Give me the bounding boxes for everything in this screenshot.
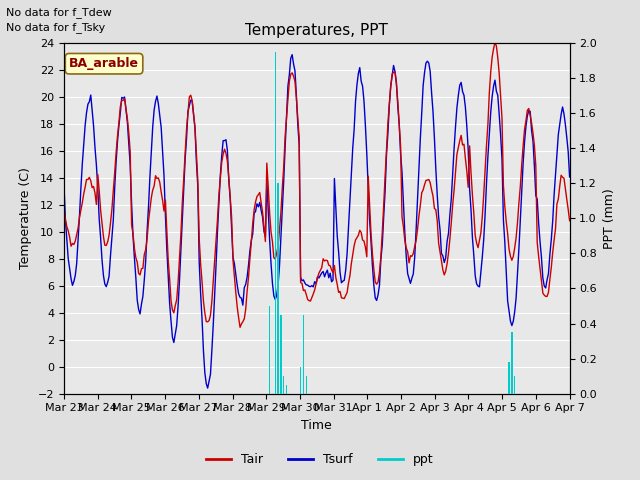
Tair [211, 257, 218, 263]
Tsurf [566, 174, 573, 180]
Tsurf [237, 295, 245, 301]
Line: Tair: Tair [64, 43, 570, 327]
Tsurf [283, 115, 291, 120]
Tsurf [122, 106, 130, 112]
Legend: Tair, Tsurf, ppt: Tair, Tsurf, ppt [202, 448, 438, 471]
Text: No data for f_Tdew: No data for f_Tdew [6, 7, 112, 18]
Tsurf [60, 182, 68, 188]
Tsurf [204, 385, 211, 391]
Bar [300, 367, 301, 394]
Tair [122, 106, 130, 112]
Bar [269, 306, 270, 394]
Tsurf [288, 52, 296, 58]
Bar [275, 52, 276, 394]
Bar [514, 376, 515, 394]
Y-axis label: Temperature (C): Temperature (C) [19, 168, 32, 269]
Tair [566, 218, 573, 224]
Tair [60, 205, 68, 211]
Bar [277, 183, 279, 394]
Tsurf [229, 254, 237, 260]
Text: No data for f_Tsky: No data for f_Tsky [6, 22, 106, 33]
Bar [286, 385, 287, 394]
Tsurf [212, 261, 220, 267]
Bar [511, 332, 513, 394]
Tair [237, 321, 245, 327]
Bar [280, 315, 282, 394]
Y-axis label: PPT (mm): PPT (mm) [603, 188, 616, 249]
Bar [283, 376, 284, 394]
Tair [540, 292, 548, 298]
Bar [508, 362, 509, 394]
Title: Temperatures, PPT: Temperatures, PPT [245, 23, 388, 38]
Text: BA_arable: BA_arable [69, 57, 139, 70]
Bar [303, 315, 304, 394]
Tair [283, 115, 291, 120]
Tsurf [540, 283, 548, 289]
X-axis label: Time: Time [301, 419, 332, 432]
Tair [228, 214, 236, 220]
Tair [491, 40, 499, 46]
Tair [236, 324, 244, 330]
Bar [305, 376, 307, 394]
Line: Tsurf: Tsurf [64, 55, 570, 388]
